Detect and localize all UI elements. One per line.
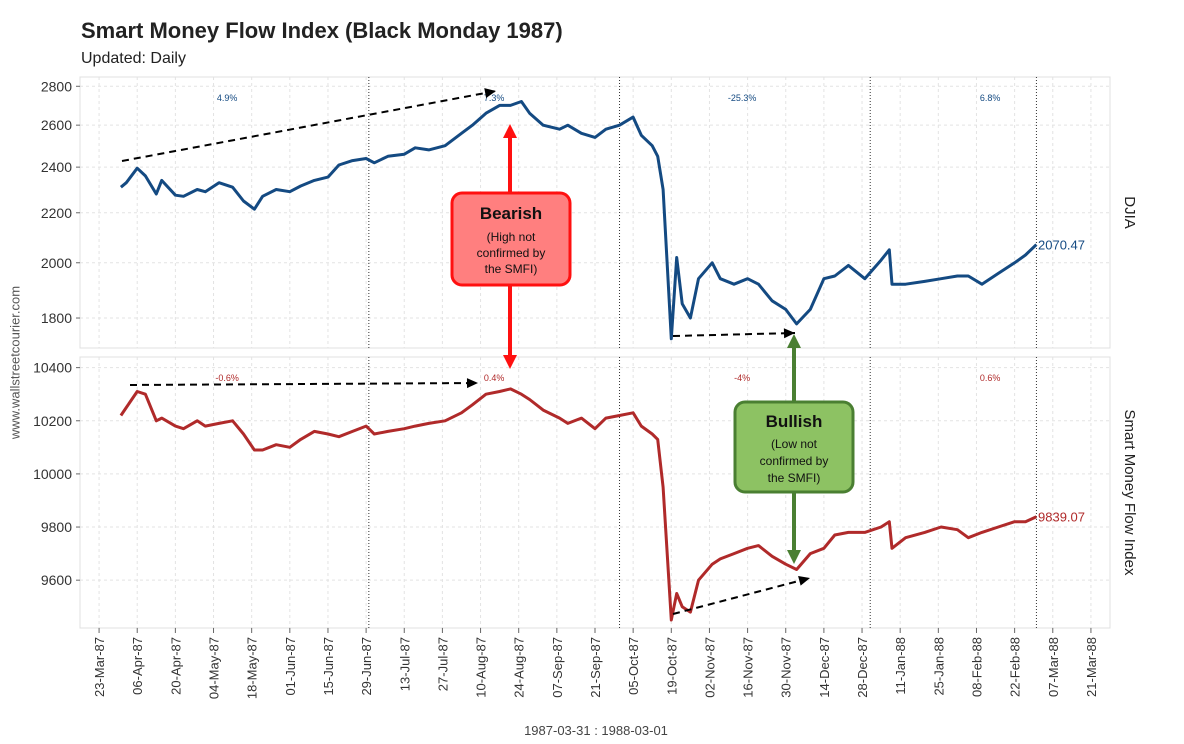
x-tick-label: 24-Aug-87 [512,637,527,698]
period-change-label: -4% [734,373,750,383]
bearish-line-2: confirmed by [477,246,546,260]
last-value-label: 9839.07 [1038,510,1085,525]
smfi-line [119,387,1038,622]
djia-lows-trend-arrow [672,332,796,337]
bullish-title: Bullish [766,412,823,431]
x-tick-label: 15-Jun-87 [321,637,336,696]
bearish-title: Bearish [480,204,542,223]
period-change-label: 0.6% [980,373,1001,383]
x-tick-label: 21-Mar-88 [1084,637,1099,697]
x-tick-label: 07-Sep-87 [550,637,565,698]
djia-lows-trend-arrow-head [783,328,795,339]
x-tick-label: 16-Nov-87 [741,637,756,698]
djia-highs-trend-arrow-head [484,88,496,98]
bearish-line-1: (High not [487,230,536,244]
bullish-callout: Bullish (Low not confirmed by the SMFI) [733,334,855,564]
period-change-label: -0.6% [215,373,239,383]
x-tick-label: 01-Jun-87 [283,637,298,696]
x-tick-label: 30-Nov-87 [779,637,794,698]
y-tick-label: 2600 [41,117,72,133]
bullish-line-3: the SMFI) [768,471,821,485]
smfi-highs-trend-arrow-head [466,378,478,389]
y-tick-label: 9600 [41,572,72,588]
x-tick-label: 02-Nov-87 [702,637,717,698]
x-tick-label: 14-Dec-87 [817,637,832,698]
period-change-label: 6.8% [980,93,1001,103]
x-tick-label: 13-Jul-87 [397,637,412,691]
last-value-label: 2070.47 [1038,238,1085,253]
x-tick-label: 07-Mar-88 [1046,637,1061,697]
bullish-line-1: (Low not [771,437,818,451]
y-tick-label: 10200 [33,413,72,429]
x-tick-label: 23-Mar-87 [92,637,107,697]
x-tick-label: 27-Jul-87 [435,637,450,691]
x-tick-label: 05-Oct-87 [626,637,641,695]
panel-label: Smart Money Flow Index [1121,410,1138,576]
period-change-label: 4.9% [217,93,238,103]
bullish-line-2: confirmed by [760,454,829,468]
bearish-callout: Bearish (High not confirmed by the SMFI) [450,124,572,369]
x-axis-caption: 1987-03-31 : 1988-03-01 [524,723,668,738]
djia-line [119,100,1038,341]
y-tick-label: 1800 [41,310,72,326]
x-tick-label: 22-Feb-88 [1008,637,1023,697]
x-tick-label: 28-Dec-87 [855,637,870,698]
period-change-label: 7.3% [484,93,505,103]
y-tick-label: 2200 [41,205,72,221]
djia-highs-trend-arrow [121,90,497,162]
period-change-label: -25.3% [728,93,757,103]
x-tick-label: 08-Feb-88 [969,637,984,697]
x-tick-label: 19-Oct-87 [664,637,679,695]
x-tick-label: 06-Apr-87 [130,637,145,695]
bearish-line-3: the SMFI) [485,262,538,276]
x-tick-label: 10-Aug-87 [474,637,489,698]
x-tick-label: 04-May-87 [207,637,222,699]
period-change-label: 0.4% [484,373,505,383]
x-tick-label: 20-Apr-87 [168,637,183,695]
x-tick-label: 29-Jun-87 [359,637,374,696]
panel-label: DJIA [1121,196,1138,229]
smfi-lows-trend-arrow-head [798,575,810,586]
x-tick-label: 25-Jan-88 [931,637,946,696]
y-tick-label: 2000 [41,255,72,271]
x-tick-label: 11-Jan-88 [893,637,908,695]
y-tick-label: 2400 [41,159,72,175]
smfi-highs-trend-arrow [129,382,479,386]
chart-subtitle: Updated: Daily [81,50,186,67]
x-tick-label: 21-Sep-87 [588,637,603,698]
x-tick-label: 18-May-87 [245,637,260,699]
y-tick-label: 9800 [41,519,72,535]
y-tick-label: 10400 [33,360,72,376]
panel-background [79,356,1111,629]
y-tick-label: 10000 [33,466,72,482]
y-tick-label: 2800 [41,78,72,94]
chart-title: Smart Money Flow Index (Black Monday 198… [81,18,563,43]
